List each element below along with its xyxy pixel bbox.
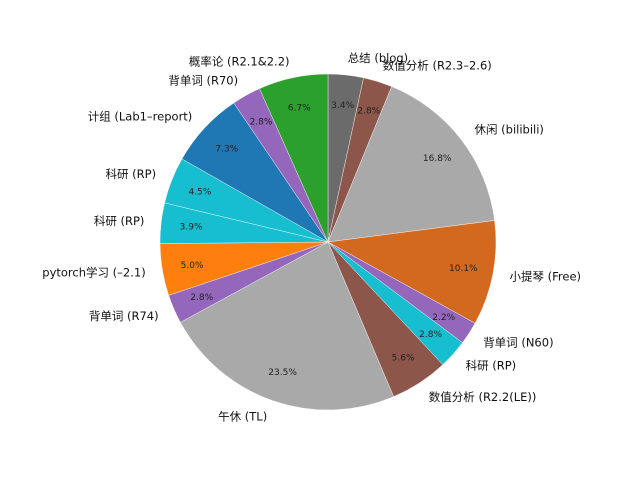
slice-label: 背单词 (R70) xyxy=(168,74,238,88)
percent-label: 2.8% xyxy=(190,293,213,303)
slice-label: 概率论 (R2.1&2.2) xyxy=(189,54,290,68)
percent-label: 2.2% xyxy=(432,313,455,323)
slice-label: 小提琴 (Free) xyxy=(510,270,582,284)
percent-label: 5.0% xyxy=(181,261,204,271)
percent-label: 4.5% xyxy=(188,187,211,197)
slice-label: 科研 (RP) xyxy=(466,358,517,372)
slice-label: pytorch学习 (–2.1) xyxy=(42,266,145,280)
percent-label: 3.9% xyxy=(180,223,203,233)
slice-label: 科研 (RP) xyxy=(94,214,145,228)
percent-label: 16.8% xyxy=(423,154,452,164)
slice-label: 休闲 (bilibili) xyxy=(475,122,544,136)
slice-label: 背单词 (N60) xyxy=(483,335,553,349)
percent-label: 7.3% xyxy=(215,145,238,155)
percent-label: 2.8% xyxy=(250,118,273,128)
slice-label: 数值分析 (R2.3–2.6) xyxy=(383,59,492,73)
percent-label: 10.1% xyxy=(449,264,478,274)
percent-label: 2.8% xyxy=(357,106,380,116)
slice-label: 午休 (TL) xyxy=(218,410,267,424)
percent-label: 3.4% xyxy=(331,101,354,111)
percent-label: 5.6% xyxy=(392,354,415,364)
percent-label: 23.5% xyxy=(268,368,297,378)
slice-label: 背单词 (R74) xyxy=(89,309,159,323)
slice-label: 计组 (Lab1–report) xyxy=(88,110,193,124)
percent-label: 2.8% xyxy=(419,330,442,340)
slice-label: 数值分析 (R2.2(LE)) xyxy=(429,390,537,404)
pie-slices xyxy=(160,74,496,410)
percent-label: 6.7% xyxy=(288,103,311,113)
slice-label: 科研 (RP) xyxy=(106,167,157,181)
